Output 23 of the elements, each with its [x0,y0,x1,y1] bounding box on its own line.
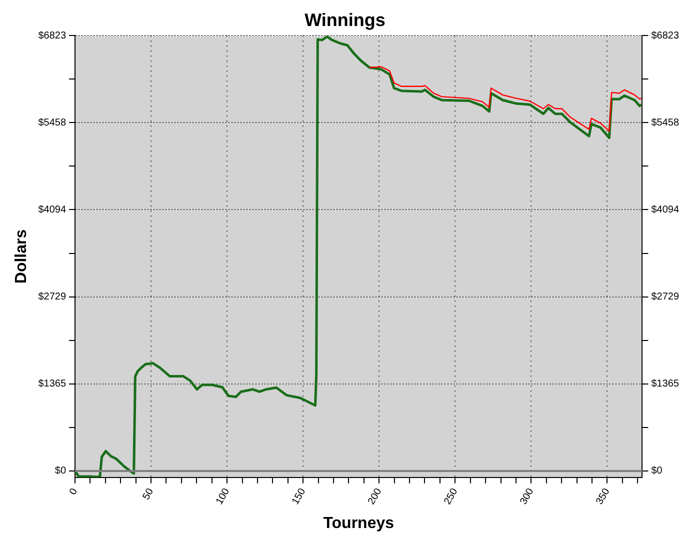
y2-tick-label: $1365 [651,378,680,390]
x-tick-label: 350 [594,486,612,507]
x-axis-title: Tourneys [323,514,394,532]
x-tick-label: 250 [442,486,460,507]
y2-tick-label: $0 [651,466,663,477]
y2-tick-label: $5458 [651,117,680,128]
y2-tick-label: $2729 [651,292,680,303]
y-tick-label: $5458 [38,117,66,128]
x-tick-label: 50 [140,486,156,502]
chart-title: Winnings [304,10,386,30]
x-tick-label: 100 [214,486,232,507]
x-tick-label: 200 [366,486,384,507]
y-tick-label: $4094 [38,204,66,216]
y-axis-title: Dollars [13,229,30,284]
x-tick-label: 150 [290,486,308,507]
y2-tick-label: $6823 [651,30,680,42]
x-tick-label: 0 [68,486,80,498]
y-tick-label: $0 [54,466,66,477]
x-tick-label: 300 [518,486,536,507]
y-tick-label: $6823 [38,30,66,42]
y-tick-label: $1365 [38,378,66,390]
y2-tick-label: $4094 [651,204,680,216]
y-tick-label: $2729 [38,292,66,303]
